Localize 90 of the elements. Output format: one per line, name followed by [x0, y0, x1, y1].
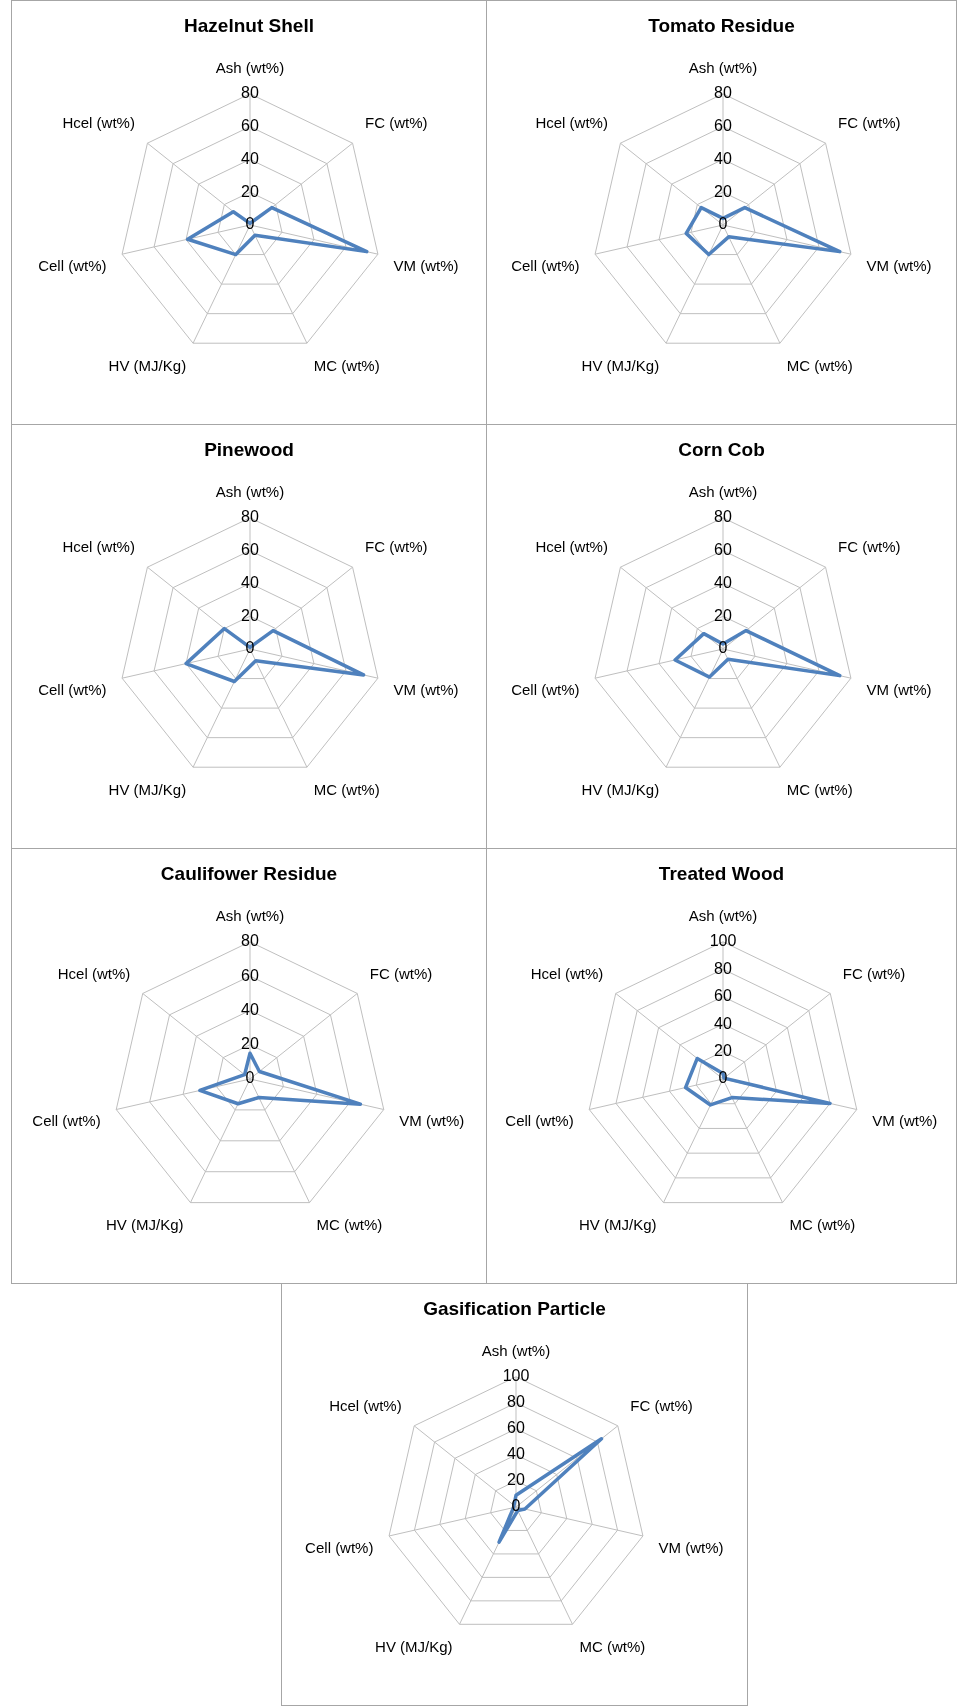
y-tick-label: 60 — [241, 117, 259, 135]
spoke-label: MC (wt%) — [316, 1216, 383, 1234]
spoke-label: MC (wt%) — [313, 780, 380, 798]
spoke-label: Hcel (wt%) — [62, 114, 135, 132]
y-tick-label: 80 — [241, 932, 259, 950]
spoke-label: MC (wt%) — [786, 780, 853, 798]
spoke-label: Ash (wt%) — [481, 1341, 551, 1359]
spoke-label: HV (MJ/Kg) — [108, 356, 187, 374]
y-tick-label: 0 — [511, 1497, 521, 1515]
spoke-label: VM (wt%) — [866, 256, 932, 274]
spoke-label: FC (wt%) — [838, 114, 901, 132]
spoke-label: Ash (wt%) — [688, 58, 758, 76]
chart-title: Caulifower Residue — [160, 862, 338, 884]
spoke-label: HV (MJ/Kg) — [108, 780, 187, 798]
spoke-label: MC (wt%) — [786, 356, 853, 374]
y-tick-label: 60 — [714, 117, 732, 135]
y-tick-label: 80 — [507, 1393, 525, 1411]
spoke-label: MC (wt%) — [313, 356, 380, 374]
y-tick-label: 80 — [714, 84, 732, 102]
spoke-label: Hcel (wt%) — [57, 964, 131, 982]
spoke-label: Ash (wt%) — [215, 906, 285, 924]
chart-title: Pinewood — [204, 438, 294, 460]
spoke-label: VM (wt%) — [393, 256, 459, 274]
spoke-label: HV (MJ/Kg) — [581, 356, 660, 374]
y-tick-label: 20 — [714, 606, 732, 624]
y-tick-label: 40 — [241, 1000, 259, 1018]
y-tick-label: 0 — [718, 215, 728, 233]
spoke-label: Cell (wt%) — [32, 1112, 101, 1130]
y-tick-label: 40 — [714, 149, 732, 167]
y-tick-label: 40 — [241, 149, 259, 167]
spoke-label: HV (MJ/Kg) — [581, 780, 660, 798]
spoke-label: FC (wt%) — [365, 538, 428, 556]
y-tick-label: 100 — [709, 932, 737, 950]
spoke-label: Cell (wt%) — [38, 680, 107, 698]
chart-title: Gasification Particle — [423, 1297, 606, 1319]
y-tick-label: 60 — [714, 541, 732, 559]
chart-title: Corn Cob — [678, 438, 765, 460]
spoke-label: Hcel (wt%) — [535, 538, 608, 556]
spoke-label: Hcel (wt%) — [62, 538, 135, 556]
y-tick-label: 100 — [502, 1367, 530, 1385]
y-tick-label: 40 — [714, 1014, 732, 1032]
chart-title: Treated Wood — [658, 862, 785, 884]
spoke-label: Ash (wt%) — [215, 482, 285, 500]
y-tick-label: 20 — [241, 1035, 259, 1053]
y-tick-label: 20 — [241, 182, 259, 200]
spoke-label: Hcel (wt%) — [535, 114, 608, 132]
y-tick-label: 20 — [507, 1471, 525, 1489]
y-tick-label: 60 — [241, 541, 259, 559]
chart-title: Tomato Residue — [648, 14, 795, 36]
y-tick-label: 40 — [714, 573, 732, 591]
spoke-label: HV (MJ/Kg) — [579, 1216, 657, 1234]
spoke-label: VM (wt%) — [399, 1112, 465, 1130]
spoke-label: HV (MJ/Kg) — [375, 1637, 453, 1655]
y-tick-label: 80 — [241, 508, 259, 526]
spoke-label: FC (wt%) — [842, 964, 906, 982]
y-tick-label: 60 — [507, 1419, 525, 1437]
spoke-label: MC (wt%) — [579, 1637, 646, 1655]
spoke-label: Cell (wt%) — [305, 1538, 374, 1556]
spoke-label: FC (wt%) — [838, 538, 901, 556]
spoke-label: FC (wt%) — [630, 1396, 693, 1414]
spoke-label: VM (wt%) — [393, 680, 459, 698]
y-tick-label: 20 — [714, 182, 732, 200]
spoke-label: VM (wt%) — [658, 1538, 724, 1556]
spoke-label: Cell (wt%) — [511, 256, 580, 274]
spoke-label: Hcel (wt%) — [329, 1396, 402, 1414]
y-tick-label: 80 — [714, 959, 732, 977]
spoke-label: MC (wt%) — [789, 1216, 856, 1234]
spoke-label: Ash (wt%) — [688, 482, 758, 500]
spoke-label: FC (wt%) — [365, 114, 428, 132]
spoke-label: Ash (wt%) — [688, 906, 758, 924]
chart-title: Hazelnut Shell — [184, 14, 314, 36]
y-tick-label: 0 — [245, 1069, 255, 1087]
y-tick-label: 20 — [714, 1041, 732, 1059]
y-tick-label: 40 — [507, 1445, 525, 1463]
spoke-label: HV (MJ/Kg) — [106, 1216, 184, 1234]
spoke-label: VM (wt%) — [866, 680, 932, 698]
spoke-label: Hcel (wt%) — [530, 964, 604, 982]
y-tick-label: 40 — [241, 573, 259, 591]
y-tick-label: 80 — [241, 84, 259, 102]
spoke-label: VM (wt%) — [872, 1112, 938, 1130]
y-tick-label: 80 — [714, 508, 732, 526]
spoke-label: Ash (wt%) — [215, 58, 285, 76]
y-tick-label: 20 — [241, 606, 259, 624]
y-tick-label: 0 — [718, 639, 728, 657]
y-tick-label: 60 — [714, 987, 732, 1005]
y-tick-label: 60 — [241, 966, 259, 984]
spoke-label: Cell (wt%) — [505, 1112, 574, 1130]
spoke-label: FC (wt%) — [369, 964, 433, 982]
spoke-label: Cell (wt%) — [511, 680, 580, 698]
spoke-label: Cell (wt%) — [38, 256, 107, 274]
